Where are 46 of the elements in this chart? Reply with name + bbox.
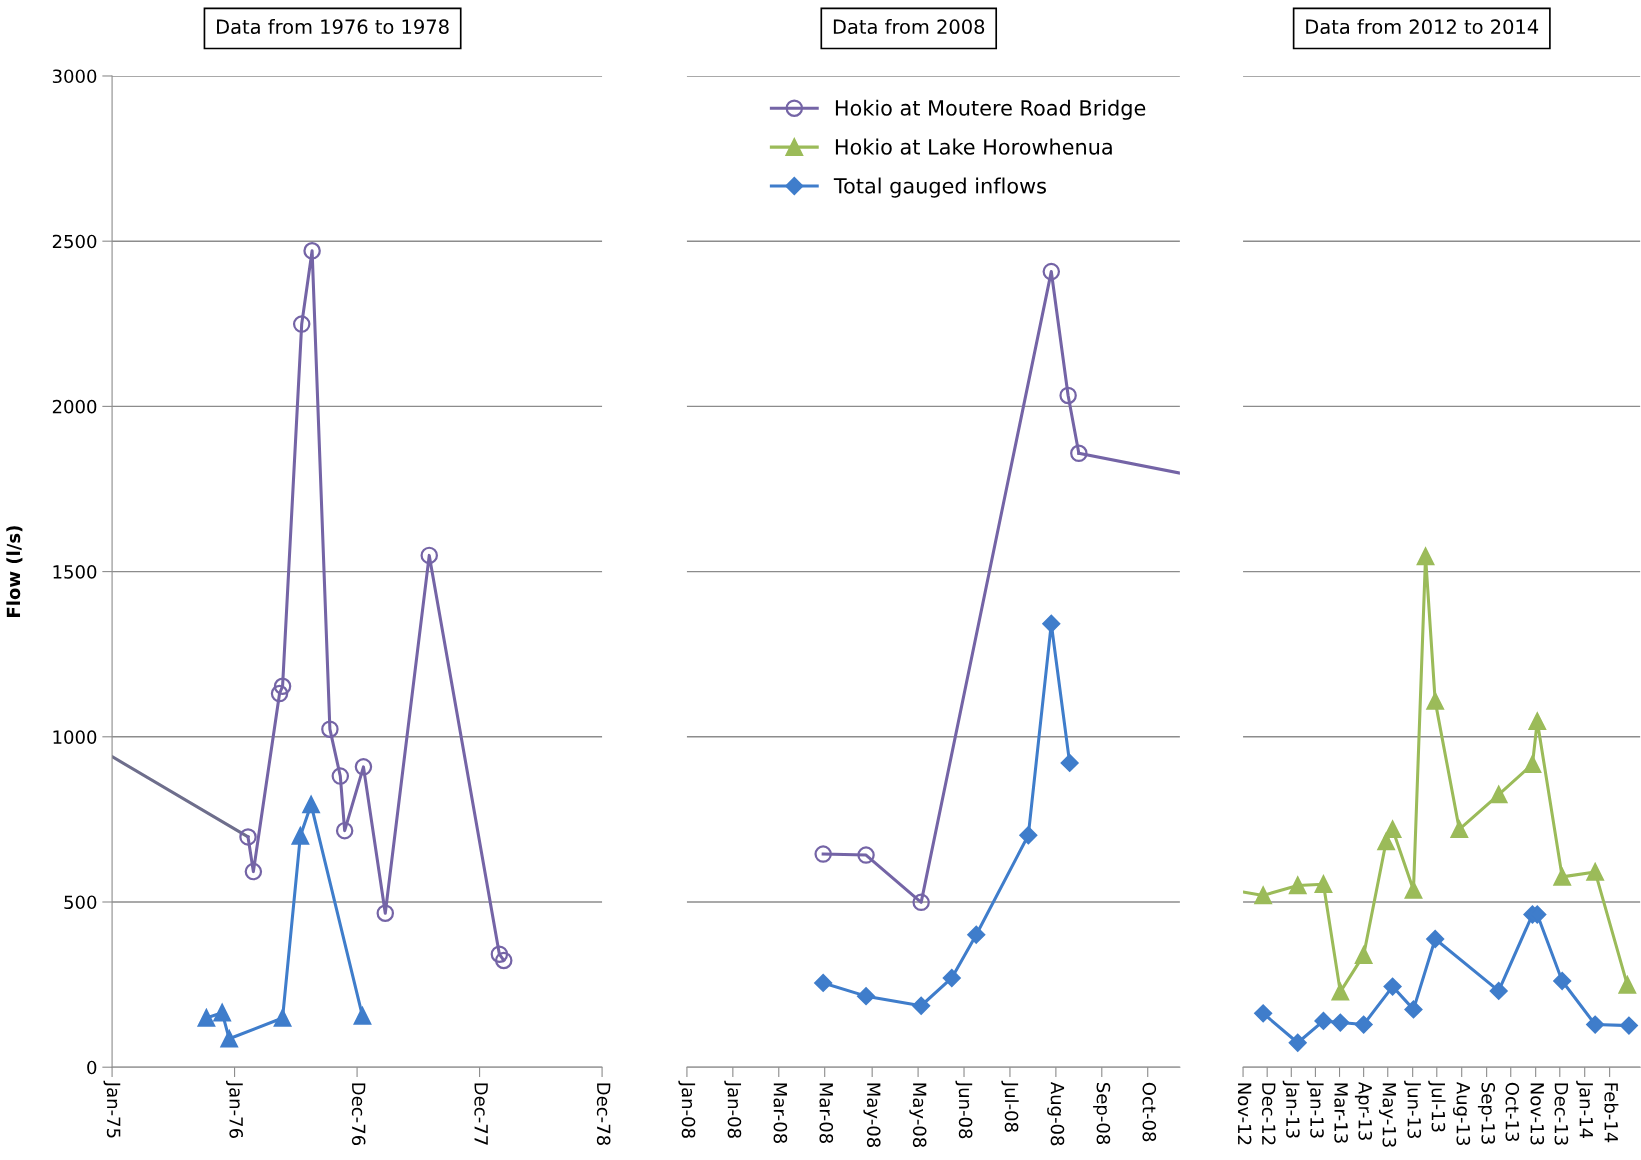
x-tick-label: Jan-13 [1282,1080,1300,1138]
x-tick-label: Mar-08 [773,1083,788,1143]
legend-label: Hokio at Lake Horowhenua [835,138,1112,155]
x-tick-label: Dec-12 [1261,1083,1276,1145]
x-tick-label: Dec-77 [474,1083,488,1145]
x-tick-label: Aug-13 [1452,1081,1471,1146]
x-tick-label: Feb-14 [1604,1083,1619,1143]
y-tick-label: 3000 [52,69,97,84]
x-tick-label: Jan-75 [103,1080,121,1138]
x-tick-label: May-08 [863,1083,881,1148]
x-tick-label: Jan-08 [678,1080,696,1138]
x-tick-label: Sep-08 [1093,1082,1111,1145]
x-tick-label: May-08 [909,1083,927,1148]
chart-title: Data from 2008 [833,18,985,35]
x-tick-label: Jun-08 [955,1080,973,1139]
y-axis-title: Flow (l/s) [6,526,23,617]
y-tick-label: 2000 [52,399,97,414]
chart-title: Data from 1976 to 1978 [217,18,449,35]
x-tick-label: Jul-13 [1428,1080,1446,1132]
x-tick-label: Mar-13 [1334,1083,1348,1143]
y-tick-label: 1000 [53,730,97,744]
x-tick-label: Mar-08 [819,1083,834,1143]
x-tick-label: Jul-08 [1001,1080,1019,1132]
y-tick-label: 500 [64,895,97,910]
x-tick-label: Oct-08 [1142,1082,1157,1142]
chart-title: Data from 2012 to 2014 [1306,18,1539,35]
x-tick-label: Jan-14 [1576,1080,1593,1139]
y-tick-label: 2500 [52,234,97,249]
x-tick-label: Sep-13 [1477,1082,1496,1144]
x-tick-label: Dec-76 [351,1083,366,1146]
x-tick-label: May-13 [1379,1083,1397,1147]
x-tick-label: Jan-08 [724,1080,742,1138]
x-tick-label: Dec-78 [596,1083,611,1145]
x-tick-label: Oct-13 [1505,1082,1520,1142]
y-tick-label: 0 [87,1060,97,1075]
x-tick-label: Apr-13 [1354,1081,1373,1140]
y-tick-label: 1500 [53,565,97,579]
x-tick-label: Jun-13 [1404,1080,1422,1139]
x-tick-label: Nov-13 [1530,1083,1545,1145]
legend-label: Total gauged inflows [833,177,1046,198]
x-tick-label: Dec-13 [1554,1083,1569,1145]
x-tick-label: Nov-12 [1237,1083,1252,1145]
x-tick-label: Aug-08 [1047,1081,1065,1146]
x-tick-label: Jan-13 [1306,1080,1324,1138]
x-tick-label: Jan-76 [225,1080,243,1138]
legend-label: Hokio at Moutere Road Bridge [835,99,1146,120]
